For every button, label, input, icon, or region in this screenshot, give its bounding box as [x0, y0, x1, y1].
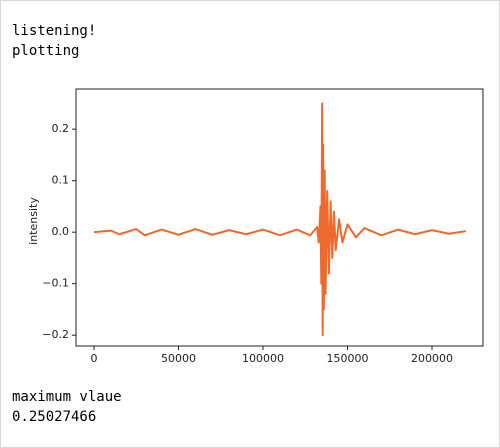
- output-line: listening!: [12, 23, 97, 39]
- y-tick-label: 0.1: [52, 174, 70, 187]
- x-tick-label: 50000: [161, 352, 196, 365]
- y-tick-label: −0.2: [42, 328, 69, 341]
- chart: intensity −0.2 −0.1 0.0 0.1 0.2 0 50000 100000 1…: [27, 88, 484, 365]
- plot-frame: [75, 88, 484, 347]
- x-tick-label: 0: [90, 352, 97, 365]
- x-tick-label: 200000: [411, 352, 453, 365]
- x-tick-label: 100000: [242, 352, 284, 365]
- y-tick-label: 0.2: [52, 122, 70, 135]
- y-tick-label: 0.0: [52, 225, 70, 238]
- y-axis-label: intensity: [27, 197, 40, 245]
- y-tick-label: −0.1: [42, 277, 69, 290]
- waveform-line: [93, 102, 466, 337]
- result-label: maximum vlaue: [12, 389, 122, 405]
- x-tick-label: 150000: [326, 352, 368, 365]
- output-line: plotting: [12, 43, 80, 59]
- result-value: 0.25027466: [12, 409, 97, 425]
